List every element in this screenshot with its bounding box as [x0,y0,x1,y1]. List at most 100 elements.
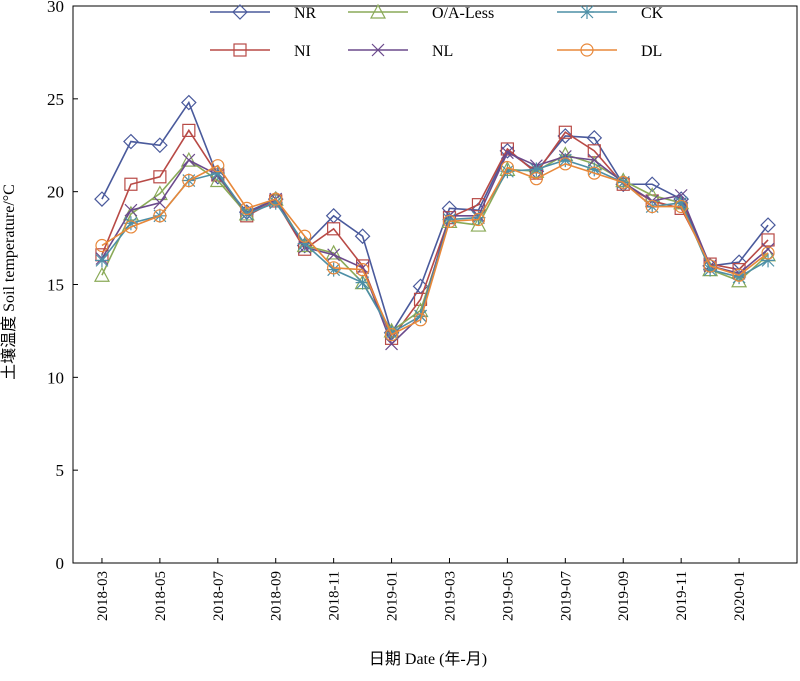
data-point-triangle [369,3,387,19]
data-point-circle [471,212,486,227]
data-point-circle [413,313,428,327]
data-point-circle [95,238,109,253]
data-point-asterisk [761,253,776,268]
data-point-asterisk [703,262,718,277]
data-point-circle [356,263,370,277]
data-point-triangle [325,244,342,260]
legend-item-ni: NI [210,43,311,60]
data-point-asterisk [500,164,515,179]
x-tick-label: 2019-07 [558,571,574,621]
data-point-asterisk [732,270,747,285]
legend-item-o-a-less: O/A-Less [348,3,494,22]
data-point-diamond [180,94,197,111]
data-point-circle [558,157,572,171]
axes: 0 5 10 15 20 25 30 2018-03 2018-05 2018-07 2018-09… [47,0,798,621]
series-dl [95,157,775,342]
data-point-asterisk [210,166,225,181]
data-point-circle [703,259,717,273]
data-point-diamond [760,217,776,233]
x-axis-title: 日期 Date (年-月) [369,650,487,668]
data-point-circle [153,209,167,223]
data-point-x [385,337,398,351]
data-point-diamond [557,128,574,144]
data-point-asterisk [326,262,341,277]
legend: NR O/A-Less CK NI NL DL [210,3,664,60]
data-point-diamond [354,228,371,245]
series-line-o-a-less [101,153,769,333]
y-tick-label: 10 [47,368,64,387]
data-point-asterisk [674,195,689,210]
data-point-circle [269,192,283,206]
data-point-circle [298,229,312,243]
data-point-circle [442,214,457,228]
y-tick-label: 5 [56,461,65,480]
legend-item-ck: CK [557,5,664,22]
data-point-x [371,43,385,57]
data-point-triangle [151,185,168,201]
x-tick-label: 2018-07 [211,571,227,621]
data-point-square [761,233,775,247]
x-tick-label: 2020-01 [732,571,748,621]
data-point-x [587,153,601,167]
x-tick-label: 2018-09 [269,571,285,621]
data-point-circle [616,175,630,189]
data-point-square [182,123,196,137]
y-tick-label: 30 [47,0,64,16]
data-point-circle [674,199,688,214]
data-point-x [124,203,138,217]
y-tick-label: 0 [56,554,65,573]
data-point-circle [587,166,601,180]
data-point-triangle [180,151,197,167]
data-point-triangle [93,266,110,282]
legend-label: NL [432,43,453,60]
legend-label: CK [641,5,664,22]
data-point-asterisk [471,210,486,225]
data-point-circle [529,172,543,186]
data-point-asterisk [123,216,138,231]
data-point-asterisk [580,5,594,19]
data-point-x [182,153,196,167]
y-tick-label: 20 [47,183,64,202]
data-point-asterisk [529,162,544,177]
series-line-nr [101,100,769,335]
legend-label: NR [294,5,317,22]
data-point-triangle [296,237,313,253]
x-tick-label: 2019-01 [385,571,401,621]
x-tick-label: 2019-09 [616,571,632,621]
data-point-asterisk [94,253,109,268]
legend-item-dl: DL [557,43,662,60]
data-point-circle [211,159,225,173]
data-point-circle [240,201,254,215]
data-point-circle [124,220,138,234]
plot-frame [72,5,798,564]
data-point-diamond [232,4,248,20]
data-point-circle [500,160,514,175]
legend-label: O/A-Less [432,5,494,22]
x-tick-label: 2019-03 [442,571,458,621]
data-point-square [233,43,247,57]
data-point-diamond [123,133,139,150]
y-tick-label: 15 [47,276,64,295]
data-point-square [124,177,138,191]
data-point-square [500,142,514,156]
legend-label: NI [294,43,311,60]
data-point-circle [327,261,341,275]
data-point-x [327,248,341,262]
x-tick-label: 2018-11 [327,571,343,620]
data-point-asterisk [355,275,370,290]
x-tick-label: 2018-03 [95,571,111,621]
data-point-diamond [152,137,168,154]
x-tick-label: 2018-05 [153,571,169,621]
data-point-diamond [644,176,661,193]
data-point-circle [645,199,659,214]
data-point-x [500,146,514,160]
data-point-x [761,242,775,256]
data-point-x [153,196,167,210]
data-point-circle [732,268,746,282]
data-point-triangle [528,162,545,178]
data-point-x [356,261,370,275]
x-tick-label: 2019-05 [500,571,516,621]
data-point-asterisk [558,153,573,168]
